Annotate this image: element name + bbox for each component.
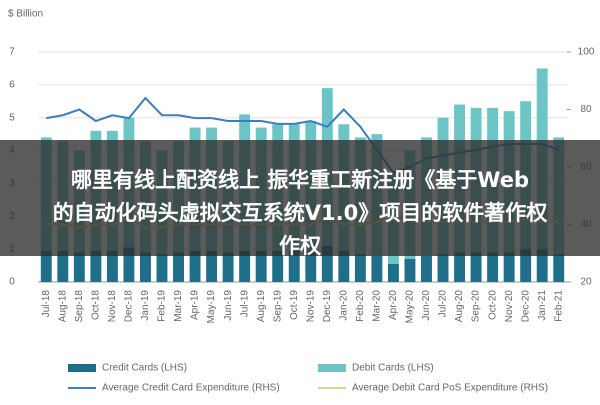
- y-tick-label: 0: [9, 277, 15, 288]
- bar: [90, 250, 102, 282]
- x-tick-label: Sep-20: [471, 290, 482, 323]
- x-tick-label: Jan-20: [338, 290, 349, 321]
- bar: [272, 250, 284, 282]
- y2-tick-label: 100: [578, 47, 595, 58]
- bar: [57, 250, 69, 282]
- legend-label: Credit Cards (LHS): [102, 363, 187, 374]
- x-tick-label: Jul-20: [438, 290, 449, 318]
- bar: [520, 249, 532, 282]
- legend-swatch: [68, 364, 96, 372]
- x-tick-label: Feb-20: [355, 290, 366, 322]
- overlay-text: 哪里有线上配资线上 振华重工新注册《基于Web: [71, 168, 529, 192]
- x-tick-label: Aug-19: [256, 290, 267, 323]
- x-tick-label: Mar-20: [372, 290, 383, 322]
- legend-label: Average Credit Card Expenditure (RHS): [102, 383, 280, 394]
- bar: [371, 255, 383, 282]
- overlay-text: 的自动化码头虚拟交互系统V1.0》项目的软件著作权: [53, 201, 547, 225]
- x-tick-label: Jul-18: [41, 290, 52, 318]
- bar: [139, 252, 151, 282]
- bar: [189, 250, 201, 282]
- x-tick-label: Dec-20: [520, 290, 531, 323]
- y-tick-label: 6: [9, 79, 15, 90]
- bar: [206, 250, 218, 282]
- y-axis-label: $ Billion: [8, 9, 43, 20]
- bar: [156, 254, 168, 282]
- overlay-text: 作权: [279, 234, 321, 258]
- x-tick-label: Nov-20: [504, 290, 515, 323]
- x-tick-label: Dec-18: [124, 290, 135, 323]
- bar: [239, 250, 251, 282]
- x-tick-label: Feb-19: [157, 290, 168, 322]
- x-tick-label: Jun-20: [421, 290, 432, 321]
- bar: [454, 252, 466, 282]
- y2-tick-label: 20: [580, 277, 592, 288]
- bar: [354, 254, 366, 282]
- bar: [123, 247, 135, 282]
- x-tick-label: Oct-20: [487, 290, 498, 320]
- y2-tick-label: 80: [580, 104, 592, 115]
- bar: [553, 254, 565, 282]
- bar: [106, 250, 118, 282]
- legend-swatch: [318, 364, 346, 372]
- legend-label: Average Debit Card PoS Expenditure (RHS): [352, 383, 548, 394]
- bar: [255, 250, 267, 282]
- bar: [404, 259, 416, 282]
- x-tick-label: Aug-20: [454, 290, 465, 323]
- bar: [536, 249, 548, 282]
- x-tick-label: Apr-19: [190, 290, 201, 320]
- bar: [305, 250, 317, 282]
- x-tick-label: Jun-19: [223, 290, 234, 321]
- bar: [40, 250, 52, 282]
- x-tick-label: Jan-19: [140, 290, 151, 321]
- bar: [487, 252, 499, 282]
- bar: [173, 252, 184, 282]
- x-tick-label: May-20: [405, 290, 416, 324]
- bar: [73, 252, 85, 282]
- x-tick-label: Feb-21: [553, 290, 564, 322]
- x-tick-label: Sep-18: [74, 290, 85, 323]
- y-tick-label: 7: [9, 47, 15, 58]
- y-tick-label: 5: [9, 112, 15, 123]
- x-tick-label: Dec-19: [322, 290, 333, 323]
- overlay-banner: [0, 140, 600, 256]
- bar: [421, 255, 432, 282]
- bar: [338, 250, 350, 282]
- x-tick-label: May-19: [206, 290, 217, 324]
- bar: [321, 245, 333, 282]
- x-tick-label: Sep-19: [272, 290, 283, 323]
- x-tick-label: Aug-18: [57, 290, 68, 323]
- x-tick-label: Mar-19: [173, 290, 184, 322]
- x-tick-label: Oct-19: [289, 290, 300, 320]
- bar: [222, 252, 234, 282]
- x-tick-label: Nov-18: [107, 290, 118, 323]
- bar: [503, 252, 515, 282]
- x-tick-label: Apr-20: [388, 290, 399, 320]
- x-tick-label: Oct-18: [91, 290, 102, 320]
- x-tick-label: Nov-19: [305, 290, 316, 323]
- bar: [387, 263, 399, 282]
- bar: [288, 250, 300, 282]
- x-tick-label: Jan-21: [537, 290, 548, 321]
- x-tick-label: Jul-19: [239, 290, 250, 318]
- bar: [437, 254, 449, 282]
- bar: [470, 252, 482, 282]
- legend-label: Debit Cards (LHS): [352, 363, 434, 374]
